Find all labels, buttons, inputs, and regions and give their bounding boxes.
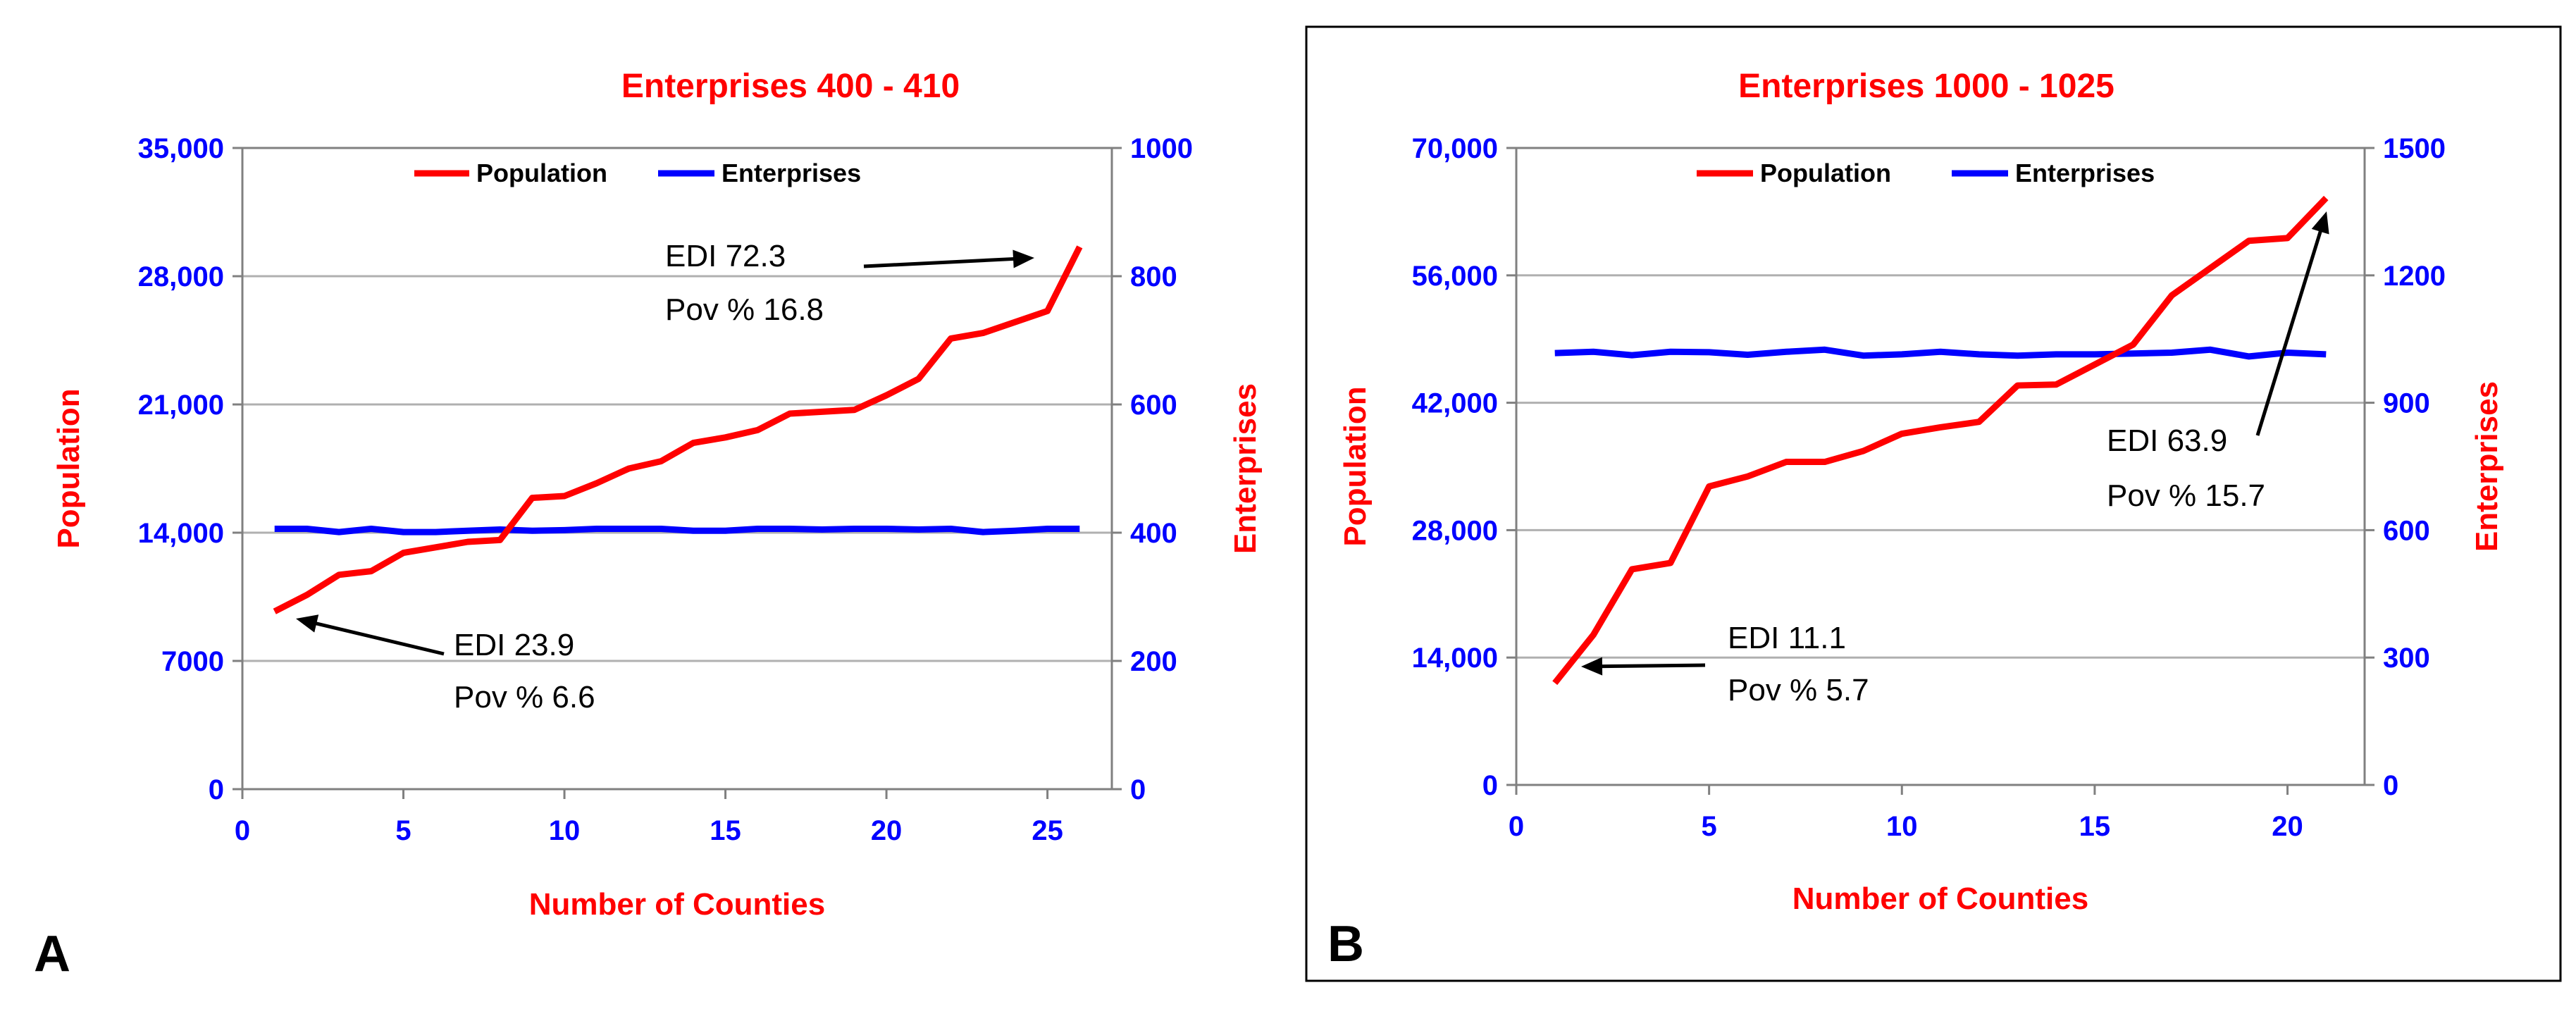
x-axis-label-b: Number of Counties [1792, 881, 2088, 916]
y-tick-label-a-2: 14,000 [138, 518, 224, 549]
y2-tick-label-b-4: 1200 [2383, 261, 2446, 292]
plot-area-b [1515, 147, 2366, 786]
annotation-pov-bottom-a: Pov % 6.6 [454, 680, 595, 714]
y-tick-label-b-0: 0 [1482, 770, 1498, 801]
y2-axis-ticks-b: 0 300 600 900 1200 1500 [2365, 133, 2446, 801]
y2-tick-label-a-1: 200 [1130, 646, 1177, 677]
y2-tick-label-b-5: 1500 [2383, 133, 2446, 164]
annotation-edi-bottom-a: EDI 23.9 [454, 628, 574, 662]
annotation-arrow-top-a [863, 256, 1018, 268]
y-tick-label-a-5: 35,000 [138, 133, 224, 164]
annotation-arrowhead-bottom-a [296, 614, 319, 633]
x-tick-label-b-2: 10 [1886, 811, 1918, 842]
y2-tick-label-a-2: 400 [1130, 518, 1177, 549]
x-tick-label-a-1: 5 [395, 815, 411, 846]
chart-panel-a: Enterprises 400 - 410 0 7000 14,000 21,000 2… [34, 68, 1263, 982]
y-tick-label-b-4: 56,000 [1412, 261, 1498, 292]
annotation-edi-top-a: EDI 72.3 [665, 239, 786, 273]
series-line-population-b [1552, 195, 2329, 686]
gridlines-b [1516, 274, 2365, 659]
y2-tick-label-a-3: 600 [1130, 390, 1177, 421]
annotation-arrowhead-bottom-b [1581, 657, 1603, 676]
x-axis-ticks-b: 0 5 10 15 20 [1509, 785, 2303, 842]
annotation-top-a: EDI 72.3 Pov % 16.8 [665, 239, 1034, 327]
x-tick-label-b-1: 5 [1702, 811, 1717, 842]
legend-label-enterprises-a: Enterprises [722, 159, 861, 187]
y2-tick-label-a-4: 800 [1130, 261, 1177, 292]
y-tick-label-b-2: 28,000 [1412, 515, 1498, 546]
annotation-arrowhead-top-a [1013, 249, 1034, 268]
y-tick-label-b-1: 14,000 [1412, 643, 1498, 674]
annotation-arrowhead-top-b [2311, 211, 2329, 235]
x-tick-label-a-2: 10 [549, 815, 581, 846]
panel-label-b: B [1327, 916, 1364, 972]
annotation-bottom-b: EDI 11.1 Pov % 5.7 [1581, 621, 1869, 707]
y-axis-ticks-a: 0 7000 14,000 21,000 28,000 35,000 [138, 133, 242, 805]
y-tick-label-a-0: 0 [209, 774, 224, 805]
annotation-top-b: EDI 63.9 Pov % 15.7 [2107, 211, 2329, 513]
y2-tick-label-b-0: 0 [2383, 770, 2398, 801]
x-tick-label-b-0: 0 [1509, 811, 1524, 842]
x-tick-label-a-5: 25 [1032, 815, 1063, 846]
y2-axis-label-b: Enterprises [2470, 381, 2504, 552]
legend-a: Population Enterprises [414, 159, 861, 187]
annotation-arrow-top-b [2255, 227, 2324, 436]
annotation-bottom-a: EDI 23.9 Pov % 6.6 [296, 614, 595, 714]
series-line-enterprises-a [274, 526, 1080, 536]
annotation-pov-top-b: Pov % 15.7 [2107, 478, 2265, 513]
y2-tick-label-a-0: 0 [1130, 774, 1146, 805]
chart-title-a: Enterprises 400 - 410 [621, 68, 960, 105]
x-axis-label-a: Number of Counties [529, 887, 825, 922]
legend-b: Population Enterprises [1697, 159, 2155, 187]
y-tick-label-a-3: 21,000 [138, 390, 224, 421]
y-tick-label-a-1: 7000 [161, 646, 224, 677]
x-tick-label-a-3: 15 [710, 815, 741, 846]
series-line-enterprises-b [1554, 346, 2327, 360]
y-tick-label-a-4: 28,000 [138, 261, 224, 292]
y2-axis-ticks-a: 0 200 400 600 800 1000 [1112, 133, 1193, 805]
x-axis-ticks-a: 0 5 10 15 20 25 [235, 789, 1063, 846]
y-tick-label-b-3: 42,000 [1412, 388, 1498, 419]
legend-label-population-b: Population [1760, 159, 1891, 187]
annotation-arrow-bottom-b [1597, 663, 1706, 669]
x-tick-label-b-4: 20 [2272, 811, 2303, 842]
annotation-pov-bottom-b: Pov % 5.7 [1728, 673, 1869, 707]
y2-tick-label-b-1: 300 [2383, 643, 2430, 674]
chart-panel-b: Enterprises 1000 - 1025 0 14,000 28,000 42,… [1327, 68, 2504, 972]
y-axis-ticks-b: 0 14,000 28,000 42,000 56,000 70,000 [1412, 133, 1516, 801]
panel-b-frame [1305, 25, 2562, 982]
y-tick-label-b-5: 70,000 [1412, 133, 1498, 164]
panel-label-a: A [34, 926, 70, 982]
plot-area-a [241, 147, 1113, 791]
y-axis-label-a: Population [51, 388, 86, 548]
y-axis-label-b: Population [1338, 386, 1373, 546]
x-tick-label-a-0: 0 [235, 815, 250, 846]
annotation-pov-top-a: Pov % 16.8 [665, 292, 824, 327]
x-tick-label-b-3: 15 [2079, 811, 2111, 842]
y2-tick-label-a-5: 1000 [1130, 133, 1193, 164]
annotation-edi-top-b: EDI 63.9 [2107, 423, 2227, 458]
y2-tick-label-b-2: 600 [2383, 515, 2430, 546]
y2-tick-label-b-3: 900 [2383, 388, 2430, 419]
chart-title-b: Enterprises 1000 - 1025 [1738, 68, 2114, 105]
x-tick-label-a-4: 20 [871, 815, 903, 846]
annotation-arrow-bottom-a [311, 621, 445, 656]
annotation-edi-bottom-b: EDI 11.1 [1728, 621, 1846, 655]
series-line-population-a [273, 245, 1083, 614]
legend-label-population-a: Population [476, 159, 607, 187]
legend-label-enterprises-b: Enterprises [2015, 159, 2155, 187]
y2-axis-label-a: Enterprises [1228, 383, 1263, 554]
